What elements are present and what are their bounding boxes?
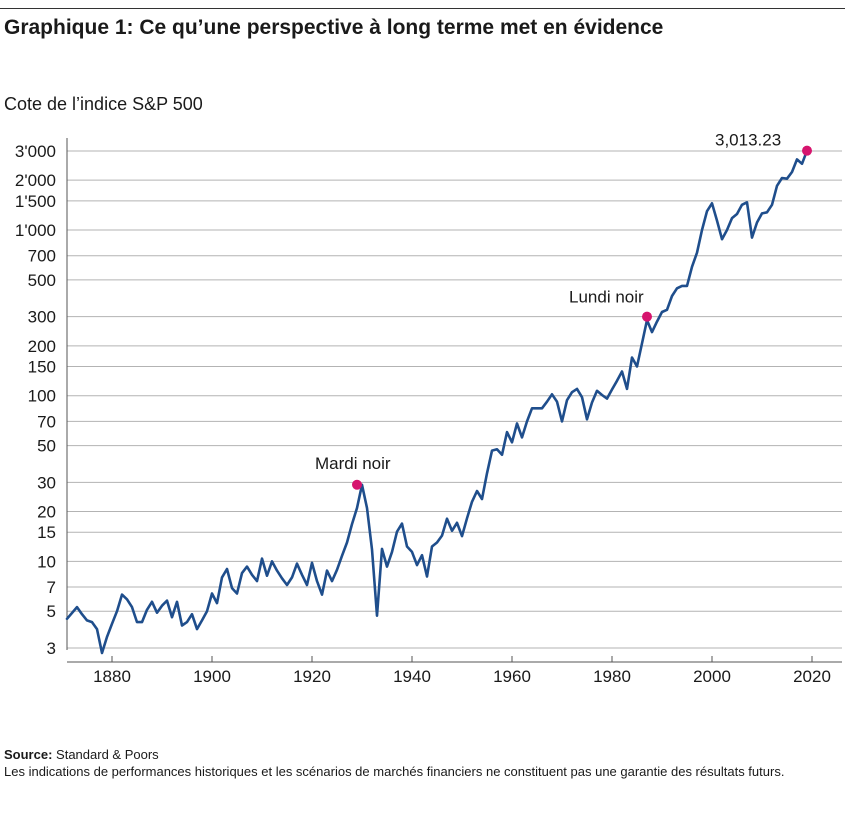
x-tick-label: 1900 bbox=[193, 667, 231, 686]
annotation-label: Mardi noir bbox=[315, 454, 391, 473]
y-tick-label: 20 bbox=[37, 503, 56, 522]
x-tick-label: 1960 bbox=[493, 667, 531, 686]
y-tick-label: 3'000 bbox=[15, 142, 56, 161]
y-tick-label: 70 bbox=[37, 412, 56, 431]
x-tick-label: 2020 bbox=[793, 667, 831, 686]
y-tick-label: 50 bbox=[37, 437, 56, 456]
series-layer bbox=[65, 149, 809, 655]
y-tick-label: 200 bbox=[28, 337, 56, 356]
annotation-marker bbox=[802, 145, 812, 156]
y-tick-label: 5 bbox=[47, 602, 56, 621]
chart-title: Graphique 1: Ce qu’une perspective à lon… bbox=[4, 16, 664, 39]
y-tick-label: 300 bbox=[28, 308, 56, 327]
y-tick-label: 150 bbox=[28, 358, 56, 377]
y-tick-label: 7 bbox=[47, 578, 56, 597]
source-label: Source: bbox=[4, 747, 53, 762]
annotation-layer: Mardi noir Lundi noir 3,013.23 bbox=[315, 131, 812, 490]
y-tick-label: 1'000 bbox=[15, 221, 56, 240]
x-tick-label: 1980 bbox=[593, 667, 631, 686]
y-tick-label: 1'500 bbox=[15, 192, 56, 211]
y-axis-label: Cote de l’indice S&P 500 bbox=[4, 94, 203, 114]
x-axis: 1880 1900 1920 1940 1960 1980 2000 2020 bbox=[66, 138, 842, 686]
y-tick-label: 500 bbox=[28, 271, 56, 290]
y-tick-label: 15 bbox=[37, 523, 56, 542]
x-tick-label: 1880 bbox=[93, 667, 131, 686]
annotation-label: 3,013.23 bbox=[715, 131, 781, 150]
source-value: Standard & Poors bbox=[56, 747, 159, 762]
sp500-series-line bbox=[65, 149, 809, 655]
source-line: Source: Standard & Poors bbox=[4, 746, 839, 763]
annotation-marker bbox=[352, 479, 362, 490]
y-tick-label: 30 bbox=[37, 473, 56, 492]
y-tick-label: 100 bbox=[28, 387, 56, 406]
y-tick-label: 10 bbox=[37, 552, 56, 571]
y-tick-label: 700 bbox=[28, 247, 56, 266]
x-tick-label: 1940 bbox=[393, 667, 431, 686]
annotation-marker bbox=[642, 311, 652, 322]
top-rule bbox=[0, 8, 845, 9]
gridlines bbox=[67, 150, 842, 649]
annotation-label: Lundi noir bbox=[569, 288, 644, 307]
x-tick-label: 1920 bbox=[293, 667, 331, 686]
x-tick-label: 2000 bbox=[693, 667, 731, 686]
y-tick-label: 2'000 bbox=[15, 171, 56, 190]
footer: Source: Standard & Poors Les indications… bbox=[4, 746, 839, 780]
y-tick-label: 3 bbox=[47, 639, 56, 658]
disclaimer: Les indications de performances historiq… bbox=[4, 764, 785, 779]
